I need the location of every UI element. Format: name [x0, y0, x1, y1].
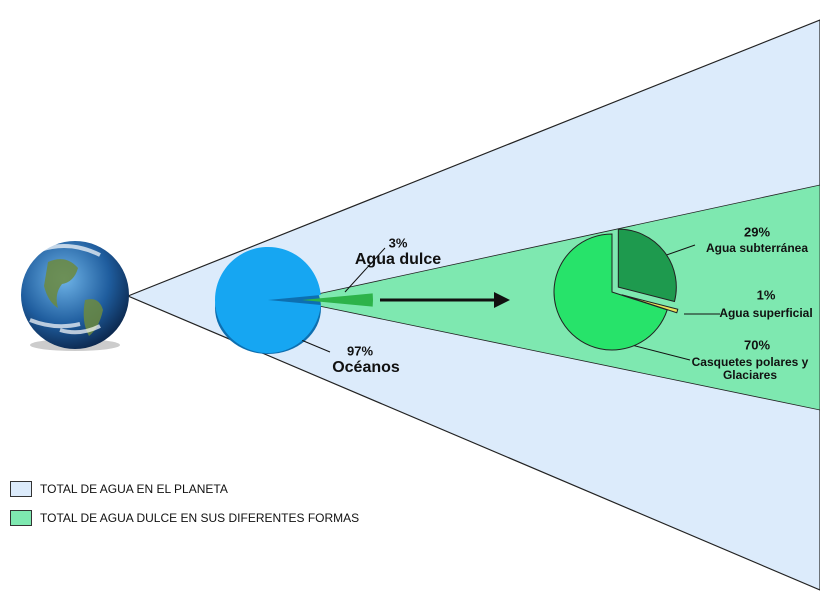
slice-label: Casquetes polares y Glaciares [691, 356, 809, 382]
legend-swatch [10, 481, 32, 497]
value-label: 70% [744, 337, 770, 352]
legend-label: TOTAL DE AGUA EN EL PLANETA [40, 482, 228, 496]
value-label: 29% [744, 224, 770, 239]
legend-swatch [10, 510, 32, 526]
pie-slice [553, 233, 668, 351]
slice-label: Agua superficial [719, 306, 812, 320]
leader-line [344, 247, 386, 293]
pie-slice [302, 293, 373, 307]
slice-label: Océanos [332, 359, 400, 376]
pie-slice [617, 228, 677, 303]
legend-item: TOTAL DE AGUA DULCE EN SUS DIFERENTES FO… [10, 510, 359, 526]
value-label: 1% [757, 287, 776, 302]
pie-slice [215, 247, 321, 353]
label-box: Casquetes polares y Glaciares [691, 356, 809, 382]
value-label: 97% [347, 343, 373, 358]
slice-label: Agua dulce [355, 251, 441, 268]
slice-label: Agua subterránea [706, 241, 808, 255]
legend-item: TOTAL DE AGUA EN EL PLANETA [10, 481, 228, 497]
earth-clouds [29, 244, 101, 335]
legend-label: TOTAL DE AGUA DULCE EN SUS DIFERENTES FO… [40, 511, 360, 525]
earth-land [44, 259, 103, 336]
arrow-head [494, 292, 510, 308]
pies [215, 228, 679, 353]
value-label: 3% [389, 235, 408, 250]
